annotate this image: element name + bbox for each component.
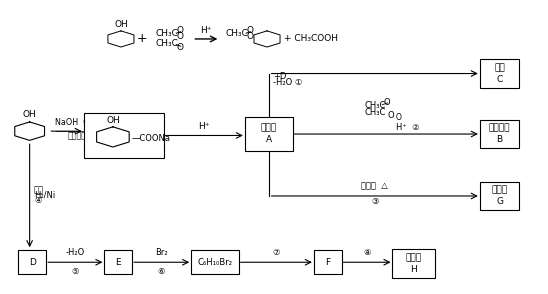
Text: O: O (246, 32, 253, 41)
Text: Br₂: Br₂ (155, 248, 168, 257)
Text: CH₃C: CH₃C (156, 39, 179, 48)
FancyBboxPatch shape (191, 250, 239, 274)
Text: O: O (246, 26, 253, 35)
Text: O: O (176, 26, 183, 35)
FancyBboxPatch shape (84, 113, 164, 158)
Text: 阿司匹林
B: 阿司匹林 B (489, 124, 510, 144)
Text: C₆H₁₀Br₂: C₆H₁₀Br₂ (197, 258, 232, 267)
FancyBboxPatch shape (392, 249, 435, 278)
FancyBboxPatch shape (245, 117, 293, 151)
Text: -H₂O ①: -H₂O ① (273, 78, 302, 87)
Text: -H₂O: -H₂O (66, 248, 85, 257)
Text: + CH₃COOH: + CH₃COOH (284, 34, 338, 44)
Text: O: O (176, 32, 183, 41)
Text: OH: OH (114, 20, 128, 29)
FancyBboxPatch shape (314, 250, 341, 274)
Text: ④: ④ (34, 196, 42, 205)
FancyBboxPatch shape (480, 59, 520, 88)
Text: CH₃C: CH₃C (364, 108, 386, 117)
Text: NaOH  CO₂: NaOH CO₂ (55, 118, 99, 126)
Text: +D: +D (273, 72, 286, 81)
Text: H⁺  ②: H⁺ ② (396, 123, 419, 132)
Text: H₂/Ni: H₂/Ni (34, 191, 55, 200)
Text: —COONa: —COONa (132, 134, 170, 143)
Text: 缩聚物
G: 缩聚物 G (492, 186, 507, 206)
Text: OH: OH (23, 110, 37, 119)
FancyBboxPatch shape (480, 120, 520, 148)
Text: CH₃C: CH₃C (156, 29, 179, 38)
Text: H⁺: H⁺ (198, 122, 210, 131)
Text: CH₃C: CH₃C (364, 101, 386, 110)
Text: 足量: 足量 (34, 186, 44, 195)
Text: ⑦: ⑦ (272, 248, 280, 257)
FancyBboxPatch shape (19, 250, 46, 274)
Text: 浓硫酸  △: 浓硫酸 △ (361, 182, 388, 191)
FancyBboxPatch shape (104, 250, 132, 274)
Text: O: O (176, 43, 183, 52)
Text: ③: ③ (371, 198, 379, 206)
Text: H⁺: H⁺ (201, 26, 212, 36)
Text: O: O (384, 98, 390, 107)
FancyBboxPatch shape (480, 182, 520, 210)
Text: O: O (387, 111, 394, 120)
Text: 一定条件: 一定条件 (67, 131, 87, 140)
Text: 高聚物
H: 高聚物 H (406, 253, 422, 274)
Text: E: E (116, 258, 121, 267)
Text: ⑥: ⑥ (158, 268, 165, 276)
Text: F: F (325, 258, 330, 267)
Text: ⑧: ⑧ (363, 248, 371, 257)
Text: D: D (29, 258, 36, 267)
Text: 香料
C: 香料 C (494, 63, 505, 84)
Text: 水杨酸
A: 水杨酸 A (260, 124, 277, 144)
Text: OH: OH (106, 116, 120, 125)
Text: O: O (396, 113, 402, 122)
Text: ⑤: ⑤ (72, 268, 79, 276)
Text: CH₃C: CH₃C (226, 29, 249, 38)
Text: +: + (136, 32, 147, 46)
